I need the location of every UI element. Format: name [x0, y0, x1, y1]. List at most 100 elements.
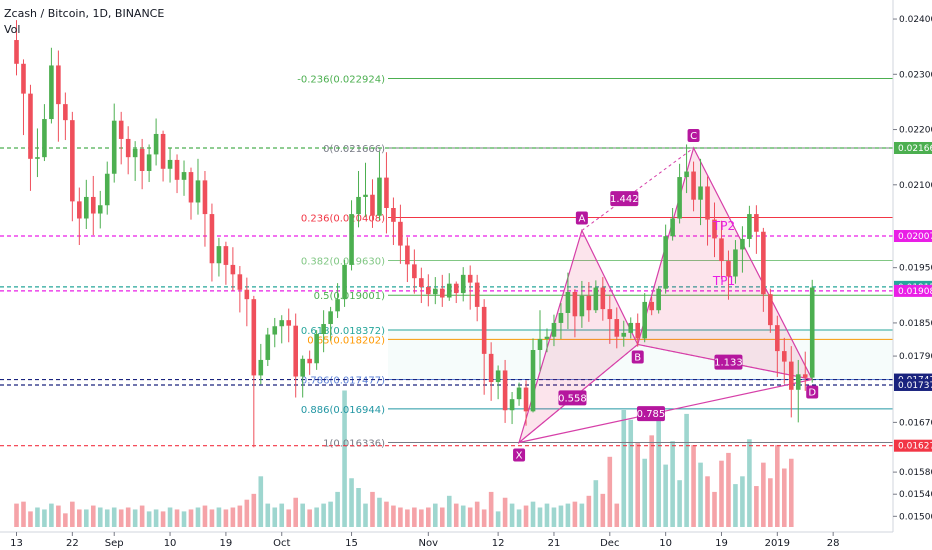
volume-bar	[509, 503, 515, 527]
volume-bar	[132, 509, 138, 527]
volume-bar	[677, 480, 682, 527]
candle-body	[782, 351, 787, 362]
candle-body	[272, 326, 278, 335]
volume-bar	[328, 501, 333, 527]
volume-bar	[453, 503, 459, 527]
volume-bar	[516, 509, 522, 527]
candle-body	[77, 201, 82, 219]
volume-bar	[635, 443, 641, 527]
volume-bar	[663, 464, 668, 527]
volume-bar	[649, 435, 654, 527]
volume-bar	[21, 501, 26, 527]
volume-bar	[405, 509, 410, 527]
pattern-ratio-badge	[558, 390, 587, 406]
candle-body	[509, 399, 515, 411]
candle-body	[419, 278, 424, 288]
volume-bar	[391, 505, 396, 527]
candle-body	[342, 264, 347, 300]
candle-body	[181, 172, 187, 180]
candle-body	[698, 186, 703, 200]
volume-bar	[279, 503, 285, 527]
price-marker[interactable]	[894, 378, 932, 391]
volume-bar	[488, 491, 494, 527]
volume-bar	[467, 507, 473, 527]
candle-body	[153, 133, 159, 155]
volume-bar	[572, 501, 578, 527]
volume-bar	[258, 476, 264, 527]
candle-body	[300, 358, 305, 377]
time-tick-label: Nov	[419, 538, 439, 549]
volume-bar	[125, 507, 131, 527]
candle-body	[14, 40, 19, 64]
candle-body	[251, 299, 257, 376]
candle-body	[551, 322, 557, 337]
volume-bar	[237, 505, 243, 527]
pattern-point-marker[interactable]	[513, 448, 526, 462]
target-label: TP2	[712, 219, 735, 233]
candle-body	[314, 333, 319, 364]
fibonacci-retracement[interactable]: -0.236(0.022924) 0(0.021666) 0.236(0.02040…	[297, 74, 893, 449]
price-tick-label: 0.022000	[899, 126, 932, 136]
candle-body	[160, 133, 166, 169]
time-tick-label: Sep	[105, 538, 124, 549]
volume-bar	[349, 478, 354, 527]
candle-body	[118, 120, 124, 139]
candle-body	[111, 120, 117, 174]
price-tick-label: 0.018500	[899, 319, 932, 329]
price-marker[interactable]	[894, 284, 932, 297]
pattern-xb-leg[interactable]	[518, 344, 639, 443]
volume-bar	[356, 488, 361, 527]
price-tick-label: 0.021000	[899, 181, 932, 191]
time-axis[interactable]: 13 22 Sep 10 19 Oct 15 Nov 12 21 Dec 10 19 2019 28	[0, 531, 932, 550]
price-tick-label: 0.019500	[899, 264, 932, 274]
volume-bar	[684, 413, 689, 527]
volume-bar	[614, 503, 620, 527]
pattern-point-marker[interactable]	[687, 128, 700, 142]
pattern-point-marker[interactable]	[575, 211, 588, 225]
volume-bar	[202, 505, 208, 527]
volume-bar	[251, 493, 257, 527]
volume-bar	[782, 468, 787, 527]
volume-bar	[433, 503, 438, 527]
candle-body	[56, 65, 61, 105]
volume-bar	[474, 501, 480, 527]
pattern-ac-leg[interactable]	[581, 147, 694, 231]
candle-body	[795, 374, 801, 390]
candle-body	[488, 353, 494, 383]
volume-bar	[740, 476, 745, 527]
candle-body	[335, 299, 340, 312]
target-label: TP1	[712, 274, 735, 288]
price-marker-label: 0.019080	[898, 287, 932, 297]
volume-bar	[342, 390, 347, 527]
candle-body	[586, 295, 592, 311]
candle-body	[42, 119, 47, 158]
volume-bar	[314, 507, 319, 527]
volume-bar	[35, 507, 40, 527]
pattern-point-marker[interactable]	[806, 385, 819, 399]
candle-body	[446, 283, 452, 298]
volume-bar	[300, 503, 305, 527]
pattern-ratio-label: 1.133	[714, 358, 743, 369]
candle-body	[195, 180, 201, 203]
price-marker[interactable]	[894, 439, 932, 452]
volume-bar	[579, 503, 585, 527]
candle-body	[719, 238, 724, 262]
volume-bar	[593, 480, 599, 527]
pattern-point-marker[interactable]	[631, 350, 644, 364]
candle-body	[125, 138, 131, 158]
candle-body	[258, 359, 264, 376]
pattern-xd-leg[interactable]	[518, 378, 813, 444]
fib-level-label: 0.886(0.016944)	[301, 405, 385, 416]
volume-bar	[565, 503, 571, 527]
price-marker-label: 0.017377	[898, 381, 932, 391]
price-axis[interactable]: 0.024000 0.023000 0.022000 0.021000 0.019500…	[892, 0, 932, 532]
volume-bar	[495, 511, 501, 527]
candle-body	[265, 334, 271, 360]
price-marker[interactable]	[894, 230, 932, 243]
price-marker[interactable]	[894, 141, 932, 154]
price-tick-label: 0.023000	[899, 70, 932, 80]
time-tick-label: 10	[659, 538, 672, 549]
volume-bar	[726, 452, 731, 527]
time-tick-label: Oct	[273, 538, 290, 549]
